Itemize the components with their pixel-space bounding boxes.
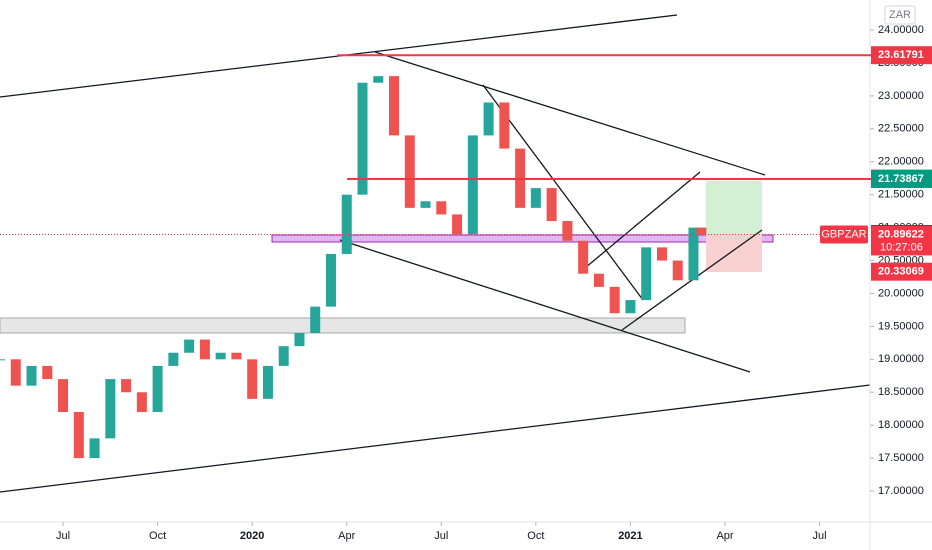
price-label: 21.73867 [878,173,924,185]
candle [609,286,620,314]
candle [389,76,400,136]
candle [247,359,258,399]
x-tick-label: Oct [527,530,544,542]
y-tick-label: 21.50000 [878,189,924,201]
x-tick-label: Apr [716,530,733,542]
candle [593,273,604,287]
price-label-box [871,46,932,65]
candle [215,352,226,360]
candle [136,392,147,413]
trendline [339,239,751,373]
candle [73,412,84,459]
candle [262,365,273,399]
candle [436,201,447,215]
candle [483,102,494,136]
candle [89,438,100,459]
candle [310,306,321,333]
candle [341,194,352,254]
price-label-box [871,225,932,256]
countdown: 10:27:06 [880,241,923,253]
y-tick-label: 20.00000 [878,287,924,299]
candle [530,188,541,208]
candle [42,365,53,380]
candle [656,247,667,261]
candle [696,227,707,235]
y-tick-label: 22.00000 [878,156,924,168]
x-tick-label: Apr [338,530,355,542]
x-tick-label: Oct [149,530,166,542]
candle [578,240,589,274]
candles [0,76,707,459]
support-zone [0,317,686,334]
y-tick-label: 18.50000 [878,386,924,398]
trendline [374,51,766,176]
y-tick-label: 17.00000 [878,485,924,497]
pivot-zone [271,234,774,243]
candle [26,365,37,386]
currency-box [884,5,916,25]
y-tick-label: 24.50000 [878,0,924,3]
candle [562,221,573,241]
price-label: 20.33069 [878,266,924,278]
price-label: 23.61791 [878,49,924,61]
x-tick-label: Jul [434,530,448,542]
y-tick-label: 24.00000 [878,24,924,36]
candle [184,339,195,353]
candle [357,82,368,195]
candle [625,300,636,314]
y-tick-label: 19.50000 [878,320,924,332]
trendline [584,171,701,269]
stop-box [706,234,762,272]
price-label: 20.89622 [878,228,924,240]
candle [325,253,336,307]
y-tick-label: 18.00000 [878,419,924,431]
x-tick-label: 2020 [240,530,264,542]
candle [105,379,116,439]
candle [10,359,21,386]
candle [152,365,163,413]
candle [499,102,510,149]
y-tick-label: 23.00000 [878,90,924,102]
candle [467,135,478,235]
channel-bottom [0,384,870,493]
candle [641,247,652,301]
price-label-box [871,169,932,188]
y-tick-label: 17.50000 [878,452,924,464]
candle [199,339,210,360]
y-tick-label: 22.50000 [878,123,924,135]
candle [231,352,242,360]
candle [294,332,305,347]
candle [546,188,557,222]
candle [0,359,5,361]
candle [373,76,384,83]
candle [121,379,132,393]
candle [688,227,699,281]
y-tick-label: 19.00000 [878,353,924,365]
candle [420,201,431,208]
symbol-box [820,225,868,244]
candle [452,214,463,235]
trendline [482,84,644,301]
symbol-label: GBPZAR [821,228,866,240]
candle [168,352,179,366]
candle [672,260,683,281]
price-label-box [871,262,932,281]
x-tick-label: Jul [813,530,827,542]
candle [278,346,289,366]
drawings [0,14,870,493]
target-box [706,181,762,234]
currency-label: ZAR [889,9,911,21]
x-tick-label: Jul [56,530,70,542]
candle [404,135,415,208]
x-tick-label: 2021 [618,530,642,542]
candle [58,379,69,413]
